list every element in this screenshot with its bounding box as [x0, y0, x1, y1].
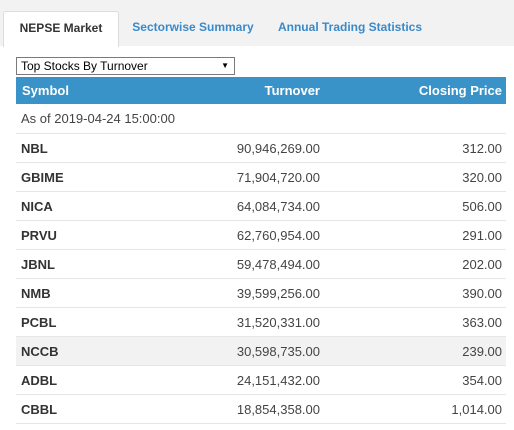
- closing-price-cell: 291.00: [462, 228, 502, 243]
- closing-price-cell: 312.00: [462, 141, 502, 156]
- table-row[interactable]: NCCB 30,598,735.00 239.00: [16, 337, 506, 366]
- header-closing-price: Closing Price: [418, 83, 502, 98]
- tab-sectorwise-summary[interactable]: Sectorwise Summary: [132, 20, 254, 34]
- dropdown-arrow-icon: ▼: [221, 61, 229, 70]
- as-of-timestamp: As of 2019-04-24 15:00:00: [16, 104, 506, 134]
- table-row[interactable]: NICA 64,084,734.00 506.00: [16, 192, 506, 221]
- closing-price-cell: 1,014.00: [451, 402, 502, 417]
- table-row[interactable]: PCBL 31,520,331.00 363.00: [16, 308, 506, 337]
- symbol-cell: JBNL: [21, 257, 55, 272]
- turnover-cell: 59,478,494.00: [236, 257, 320, 272]
- closing-price-cell: 506.00: [462, 199, 502, 214]
- symbol-cell: CBBL: [21, 402, 58, 417]
- turnover-cell: 39,599,256.00: [236, 286, 320, 301]
- table-row[interactable]: JBNL 59,478,494.00 202.00: [16, 250, 506, 279]
- header-turnover: Turnover: [264, 83, 320, 98]
- table-header: Symbol Turnover Closing Price: [16, 77, 506, 104]
- closing-price-cell: 363.00: [462, 315, 502, 330]
- turnover-cell: 62,760,954.00: [236, 228, 320, 243]
- symbol-cell: GBIME: [21, 170, 64, 185]
- symbol-cell: NCCB: [21, 344, 59, 359]
- top-stocks-table: Symbol Turnover Closing Price As of 2019…: [16, 77, 506, 424]
- tab-annual-trading-statistics[interactable]: Annual Trading Statistics: [277, 20, 423, 34]
- closing-price-cell: 390.00: [462, 286, 502, 301]
- turnover-cell: 64,084,734.00: [236, 199, 320, 214]
- turnover-cell: 31,520,331.00: [236, 315, 320, 330]
- closing-price-cell: 239.00: [462, 344, 502, 359]
- closing-price-cell: 320.00: [462, 170, 502, 185]
- symbol-cell: NBL: [21, 141, 48, 156]
- table-body: NBL 90,946,269.00 312.00 GBIME 71,904,720.00…: [16, 134, 506, 424]
- header-symbol: Symbol: [22, 83, 69, 98]
- turnover-cell: 24,151,432.00: [236, 373, 320, 388]
- turnover-cell: 30,598,735.00: [236, 344, 320, 359]
- tab-bar: NEPSE Market Sectorwise Summary Annual T…: [0, 0, 514, 47]
- symbol-cell: PCBL: [21, 315, 57, 330]
- table-row[interactable]: CBBL 18,854,358.00 1,014.00: [16, 395, 506, 424]
- turnover-cell: 90,946,269.00: [236, 141, 320, 156]
- table-row[interactable]: GBIME 71,904,720.00 320.00: [16, 163, 506, 192]
- closing-price-cell: 202.00: [462, 257, 502, 272]
- turnover-cell: 71,904,720.00: [236, 170, 320, 185]
- select-value: Top Stocks By Turnover: [21, 59, 148, 73]
- turnover-cell: 18,854,358.00: [236, 402, 320, 417]
- table-row[interactable]: NMB 39,599,256.00 390.00: [16, 279, 506, 308]
- symbol-cell: NMB: [21, 286, 51, 301]
- table-row[interactable]: PRVU 62,760,954.00 291.00: [16, 221, 506, 250]
- symbol-cell: ADBL: [21, 373, 58, 388]
- tab-nepse-market[interactable]: NEPSE Market: [3, 11, 119, 47]
- symbol-cell: NICA: [21, 199, 53, 214]
- table-row[interactable]: NBL 90,946,269.00 312.00: [16, 134, 506, 163]
- table-row[interactable]: ADBL 24,151,432.00 354.00: [16, 366, 506, 395]
- symbol-cell: PRVU: [21, 228, 57, 243]
- stock-category-select[interactable]: Top Stocks By Turnover ▼: [16, 57, 235, 75]
- closing-price-cell: 354.00: [462, 373, 502, 388]
